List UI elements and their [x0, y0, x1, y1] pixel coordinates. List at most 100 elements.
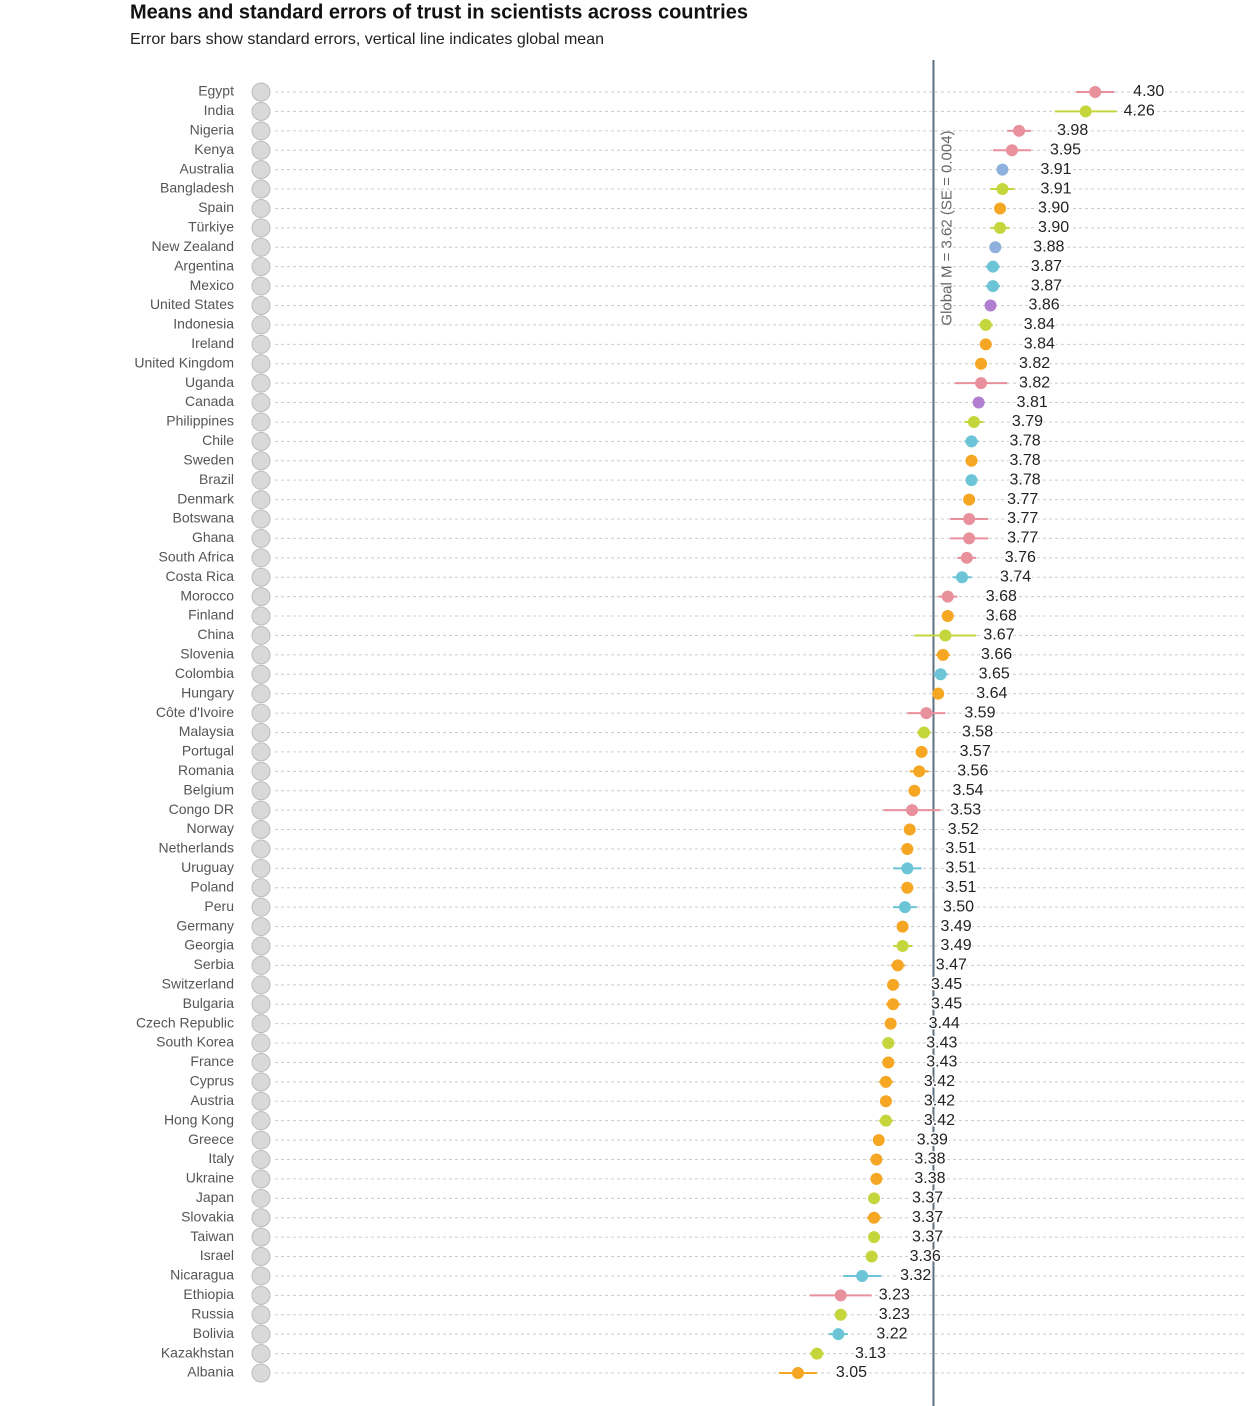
- mean-dot: [975, 357, 988, 370]
- flag-icon: [251, 1208, 271, 1228]
- value-label: 3.68: [986, 588, 1017, 605]
- flag-icon: [251, 218, 271, 238]
- flag-icon: [251, 1052, 271, 1072]
- mean-dot: [810, 1347, 823, 1360]
- y-tick-label: Spain: [198, 199, 234, 215]
- y-tick-label: Netherlands: [159, 840, 235, 856]
- mean-dot: [979, 318, 992, 331]
- y-tick-label: South Africa: [159, 549, 235, 565]
- flag-icon: [251, 975, 271, 995]
- mean-dot: [920, 707, 933, 720]
- mean-dot: [879, 1075, 892, 1088]
- mean-dot: [963, 493, 976, 506]
- mean-dot: [994, 202, 1007, 215]
- value-label: 3.43: [926, 1034, 957, 1051]
- flag-icon: [251, 470, 271, 490]
- value-label: 3.64: [976, 685, 1007, 702]
- flag-icon: [251, 121, 271, 141]
- mean-dot: [989, 241, 1002, 254]
- value-label: 3.91: [1040, 180, 1071, 197]
- value-label: 3.42: [924, 1092, 955, 1109]
- flag-icon: [251, 625, 271, 645]
- flag-icon: [251, 1363, 271, 1383]
- value-label: 3.56: [957, 763, 988, 780]
- flag-icon: [251, 140, 271, 160]
- flag-icon: [251, 373, 271, 393]
- y-tick-label: Uruguay: [181, 859, 234, 875]
- y-tick-label: Germany: [176, 917, 234, 933]
- mean-dot: [891, 959, 904, 972]
- flag-icon: [251, 1188, 271, 1208]
- value-label: 3.98: [1057, 122, 1088, 139]
- y-tick-label: Morocco: [180, 587, 234, 603]
- flag-icon: [251, 994, 271, 1014]
- y-tick-label: Canada: [185, 393, 234, 409]
- mean-dot: [906, 804, 919, 817]
- mean-dot: [896, 920, 909, 933]
- value-label: 3.32: [900, 1267, 931, 1284]
- flag-icon: [251, 354, 271, 374]
- y-tick-label: Portugal: [182, 743, 234, 759]
- global-mean-annotation: Global M = 3.62 (SE = 0.004): [938, 130, 955, 325]
- mean-dot: [898, 901, 911, 914]
- y-tick-label: Serbia: [194, 956, 235, 972]
- mean-dot: [936, 648, 949, 661]
- mean-dot: [856, 1269, 869, 1282]
- value-label: 3.82: [1019, 355, 1050, 372]
- mean-dot: [934, 668, 947, 681]
- y-tick-label: Indonesia: [173, 316, 234, 332]
- value-label: 3.90: [1038, 219, 1069, 236]
- flag-icon: [251, 1227, 271, 1247]
- value-label: 3.47: [936, 957, 967, 974]
- flag-icon: [251, 820, 271, 840]
- value-label: 3.78: [1010, 452, 1041, 469]
- y-tick-label: Peru: [204, 898, 234, 914]
- flag-icon: [251, 1072, 271, 1092]
- value-label: 3.51: [945, 840, 976, 857]
- y-tick-label: Switzerland: [162, 976, 234, 992]
- y-tick-label: Israel: [200, 1247, 234, 1263]
- flag-icon: [251, 955, 271, 975]
- value-label: 3.39: [917, 1131, 948, 1148]
- mean-dot: [882, 1037, 895, 1050]
- flag-icon: [251, 723, 271, 742]
- flag-icon: [251, 800, 271, 820]
- flag-icon: [251, 781, 271, 801]
- y-tick-label: Nigeria: [190, 122, 235, 138]
- mean-dot: [834, 1289, 847, 1302]
- flag-icon: [251, 198, 271, 218]
- value-label: 3.42: [924, 1073, 955, 1090]
- flag-icon: [251, 548, 271, 568]
- y-tick-label: Brazil: [199, 471, 234, 487]
- value-label: 4.26: [1124, 103, 1155, 120]
- mean-dot: [996, 183, 1009, 196]
- value-label: 3.77: [1007, 491, 1038, 508]
- y-tick-label: Türkiye: [188, 219, 234, 235]
- chart-subtitle: Error bars show standard errors, vertica…: [130, 31, 604, 48]
- flag-icon: [251, 237, 271, 257]
- flag-icon: [251, 878, 271, 898]
- mean-dot: [941, 610, 954, 623]
- mean-dot: [941, 590, 954, 603]
- flag-icon: [251, 276, 271, 296]
- y-tick-label: Australia: [180, 160, 235, 176]
- value-label: 3.23: [879, 1287, 910, 1304]
- flag-icon: [251, 1344, 271, 1364]
- y-tick-label: Belgium: [183, 781, 234, 797]
- mean-dot: [972, 396, 985, 409]
- value-label: 3.65: [979, 665, 1010, 682]
- chart-title: Means and standard errors of trust in sc…: [130, 1, 748, 23]
- y-tick-label: Colombia: [175, 665, 234, 681]
- mean-dot: [868, 1231, 881, 1244]
- flag-icon: [251, 684, 271, 704]
- mean-dot: [884, 1017, 897, 1030]
- flag-icon: [251, 1247, 271, 1267]
- flag-icon: [251, 315, 271, 335]
- value-label: 3.52: [948, 821, 979, 838]
- value-label: 3.37: [912, 1190, 943, 1207]
- mean-dot: [984, 299, 997, 312]
- y-tick-label: Finland: [188, 607, 234, 623]
- y-tick-label: Poland: [190, 878, 234, 894]
- flag-icon: [251, 1324, 271, 1344]
